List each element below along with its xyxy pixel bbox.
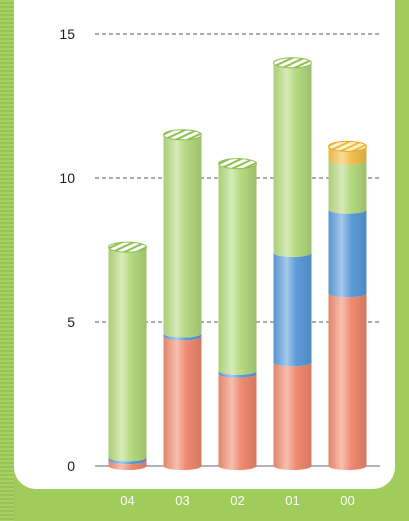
bar-top-cap [273,57,312,69]
bar-stack-03 [163,129,202,470]
bar-segment [108,460,147,470]
bar-segment [163,336,202,470]
x-tick-label: 00 [340,493,354,508]
bar-top-cap [163,129,202,141]
y-tick-label: 0 [67,458,75,474]
bar-segment [163,333,202,341]
bar-segment [108,247,147,462]
y-tick-label: 5 [67,314,75,330]
bar-segment [218,163,257,375]
y-tick-label: 15 [59,26,75,42]
x-tick-label: 04 [120,493,134,508]
x-tick-label: 01 [285,493,299,508]
bar-top-cap [218,158,257,170]
bar-segment [328,293,367,470]
bar-segment [328,209,367,298]
bar-segment [273,62,312,257]
bar-segment [273,362,312,470]
bar-segment [218,370,257,378]
bar-stack-02 [218,158,257,470]
bar-segment [273,252,312,367]
x-tick-label: 02 [230,493,244,508]
bar-stack-01 [273,57,312,470]
bar-segment [108,457,147,465]
decorative-stripe [0,0,14,521]
bar-stack-04 [108,241,147,470]
bar-top-cap [328,140,367,152]
bar-top-cap [108,241,147,253]
bar-stack-00 [328,140,367,470]
bar-segment [328,160,367,214]
bar-segment [218,373,257,470]
x-tick-label: 03 [175,493,189,508]
bar-segment [163,134,202,338]
y-tick-label: 10 [59,170,75,186]
